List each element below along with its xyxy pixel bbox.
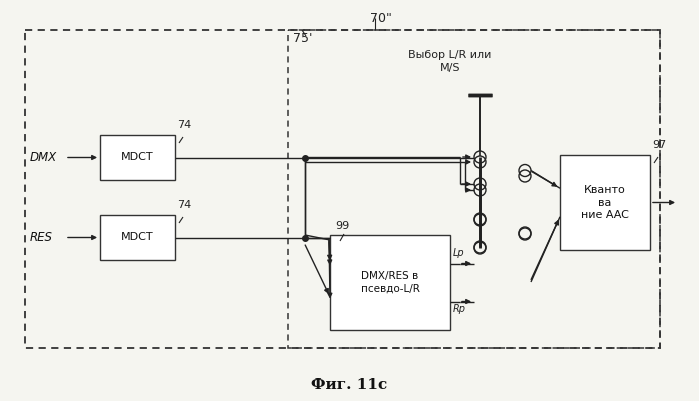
Bar [100, 135, 175, 180]
Text: Выбор L/R или
M/S: Выбор L/R или M/S [408, 50, 491, 73]
Bar [25, 30, 660, 348]
Text: 74: 74 [177, 120, 192, 130]
Bar [330, 235, 450, 330]
Text: RES: RES [30, 231, 53, 244]
Text: 70": 70" [370, 12, 392, 25]
Text: MDCT: MDCT [121, 152, 154, 162]
Text: Фиг. 11c: Фиг. 11c [311, 378, 387, 392]
Text: Rp: Rp [453, 304, 466, 314]
Bar [100, 215, 175, 260]
Text: DMX: DMX [30, 151, 57, 164]
Text: 75': 75' [293, 32, 312, 45]
Text: DMX/RES в
псевдо-L/R: DMX/RES в псевдо-L/R [361, 271, 419, 294]
Text: Кванто
ва
ние AAC: Кванто ва ние AAC [581, 185, 629, 220]
Bar [560, 155, 650, 250]
Bar [288, 30, 660, 348]
Text: MDCT: MDCT [121, 233, 154, 243]
Text: Lp: Lp [453, 247, 465, 257]
Text: 74: 74 [177, 200, 192, 210]
Text: 97: 97 [652, 140, 666, 150]
Text: 99: 99 [335, 221, 350, 231]
